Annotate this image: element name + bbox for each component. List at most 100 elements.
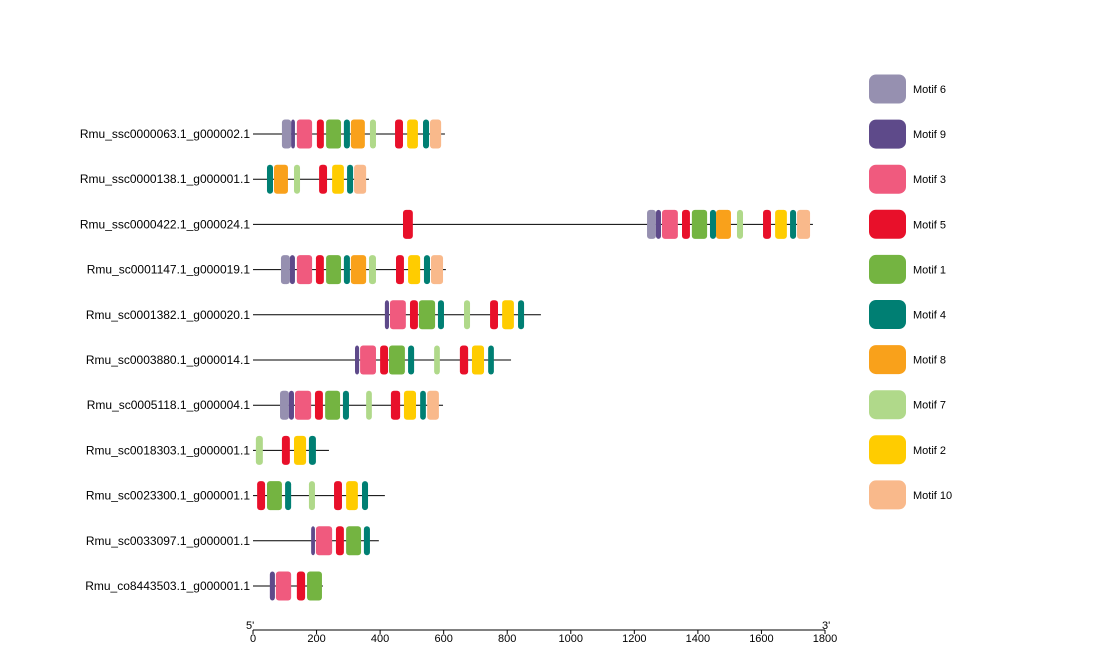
gene-label: Rmu_ssc0000422.1_g000024.1 — [80, 217, 250, 231]
motif-box-motif-5 — [335, 526, 344, 556]
motif-box-motif-7 — [464, 300, 471, 330]
motif-box-motif-4 — [342, 390, 349, 420]
motif-box-motif-7 — [434, 345, 440, 375]
motif-box-motif-4 — [363, 526, 370, 556]
motif-box-motif-3 — [661, 209, 678, 239]
gene-row: Rmu_ssc0000138.1_g000001.1 — [80, 164, 369, 194]
motif-box-motif-4 — [709, 209, 717, 239]
gene-row: Rmu_sc0018303.1_g000001.1 — [86, 435, 329, 465]
x-tick-label: 1000 — [559, 633, 583, 645]
motif-box-motif-5 — [380, 345, 389, 375]
motif-box-motif-4 — [437, 300, 444, 330]
motif-box-motif-5 — [490, 300, 499, 330]
motif-box-motif-6 — [281, 119, 292, 149]
motif-box-motif-9 — [311, 526, 315, 556]
axis-3prime-label: 3' — [822, 620, 830, 632]
motif-box-motif-2 — [502, 300, 514, 330]
motif-box-motif-7 — [369, 119, 376, 149]
motif-box-motif-4 — [343, 119, 350, 149]
motif-box-motif-1 — [346, 526, 362, 556]
motif-box-motif-10 — [430, 255, 444, 285]
legend-swatch — [869, 164, 906, 194]
legend-item: Motif 7 — [869, 390, 946, 420]
motif-box-motif-5 — [319, 164, 328, 194]
legend-item: Motif 8 — [869, 345, 946, 375]
legend-item: Motif 9 — [869, 119, 946, 149]
motif-box-motif-2 — [407, 119, 418, 149]
gene-row: Rmu_co8443503.1_g000001.1 — [85, 571, 323, 601]
legend-label: Motif 4 — [913, 310, 946, 322]
motif-box-motif-4 — [423, 119, 430, 149]
gene-row: Rmu_ssc0000422.1_g000024.1 — [80, 209, 813, 239]
legend-item: Motif 10 — [869, 480, 952, 510]
motif-box-motif-5 — [296, 571, 306, 601]
motif-box-motif-4 — [308, 435, 316, 465]
gene-label: Rmu_sc0001382.1_g000020.1 — [86, 308, 250, 322]
motif-box-motif-9 — [288, 390, 294, 420]
motif-box-motif-10 — [354, 164, 367, 194]
legend-swatch — [869, 390, 906, 420]
motif-box-motif-1 — [418, 300, 436, 330]
motif-box-motif-5 — [334, 481, 342, 511]
motif-box-motif-1 — [691, 209, 708, 239]
motif-box-motif-2 — [471, 345, 485, 375]
gene-label: Rmu_sc0003880.1_g000014.1 — [86, 353, 250, 367]
motif-box-motif-7 — [255, 435, 263, 465]
legend-item: Motif 1 — [869, 254, 946, 284]
axis-5prime-label: 5' — [246, 620, 254, 632]
motif-box-motif-5 — [316, 119, 324, 149]
gene-row: Rmu_sc0001147.1_g000019.1 — [87, 255, 446, 285]
gene-tracks: Rmu_ssc0000063.1_g000002.1 Rmu_ssc0000138… — [80, 119, 813, 601]
motif-box-motif-10 — [430, 119, 442, 149]
motif-box-motif-3 — [294, 390, 312, 420]
legend-item: Motif 6 — [869, 74, 946, 104]
legend-swatch — [869, 345, 906, 375]
gene-label: Rmu_sc0023300.1_g000001.1 — [86, 489, 250, 503]
legend-label: Motif 3 — [913, 174, 946, 186]
gene-label: Rmu_sc0005118.1_g000004.1 — [87, 398, 251, 412]
motif-box-motif-8 — [350, 255, 367, 285]
gene-row: Rmu_sc0003880.1_g000014.1 — [86, 345, 512, 375]
motif-box-motif-4 — [343, 255, 350, 285]
gene-row: Rmu_sc0005118.1_g000004.1 — [87, 390, 444, 420]
motif-box-motif-7 — [293, 164, 301, 194]
motif-box-motif-9 — [355, 345, 360, 375]
motif-box-motif-3 — [389, 300, 406, 330]
motif-box-motif-7 — [736, 209, 744, 239]
legend-label: Motif 7 — [913, 400, 946, 412]
motif-box-motif-4 — [518, 300, 525, 330]
gene-label: Rmu_sc0001147.1_g000019.1 — [87, 263, 251, 277]
motif-box-motif-5 — [396, 255, 404, 285]
gene-label: Rmu_ssc0000063.1_g000002.1 — [80, 127, 250, 141]
motif-box-motif-10 — [427, 390, 439, 420]
gene-row: Rmu_sc0023300.1_g000001.1 — [86, 481, 385, 511]
legend-swatch — [869, 254, 906, 284]
gene-label: Rmu_sc0018303.1_g000001.1 — [86, 443, 250, 457]
motif-box-motif-4 — [423, 255, 431, 285]
legend-label: Motif 8 — [913, 355, 946, 367]
motif-box-motif-5 — [315, 255, 324, 285]
motif-box-motif-8 — [273, 164, 288, 194]
motif-box-motif-5 — [390, 390, 401, 420]
motif-box-motif-2 — [332, 164, 344, 194]
motif-box-motif-9 — [384, 300, 390, 330]
motif-box-motif-4 — [285, 481, 292, 511]
motif-box-motif-2 — [293, 435, 307, 465]
legend-item: Motif 5 — [869, 209, 946, 239]
legend-label: Motif 1 — [913, 264, 946, 276]
motif-box-motif-5 — [459, 345, 469, 375]
motif-box-motif-3 — [360, 345, 376, 375]
motif-box-motif-5 — [395, 119, 403, 149]
motif-box-motif-9 — [269, 571, 275, 601]
x-tick-label: 800 — [498, 633, 516, 645]
x-tick-label: 1800 — [813, 633, 837, 645]
motif-box-motif-6 — [280, 255, 290, 285]
legend-label: Motif 9 — [913, 129, 946, 141]
legend-item: Motif 2 — [869, 435, 946, 465]
motif-box-motif-5 — [402, 209, 413, 239]
motif-box-motif-4 — [790, 209, 797, 239]
motif-box-motif-2 — [408, 255, 421, 285]
motif-box-motif-5 — [281, 435, 290, 465]
legend-swatch — [869, 435, 906, 465]
motif-box-motif-4 — [488, 345, 494, 375]
